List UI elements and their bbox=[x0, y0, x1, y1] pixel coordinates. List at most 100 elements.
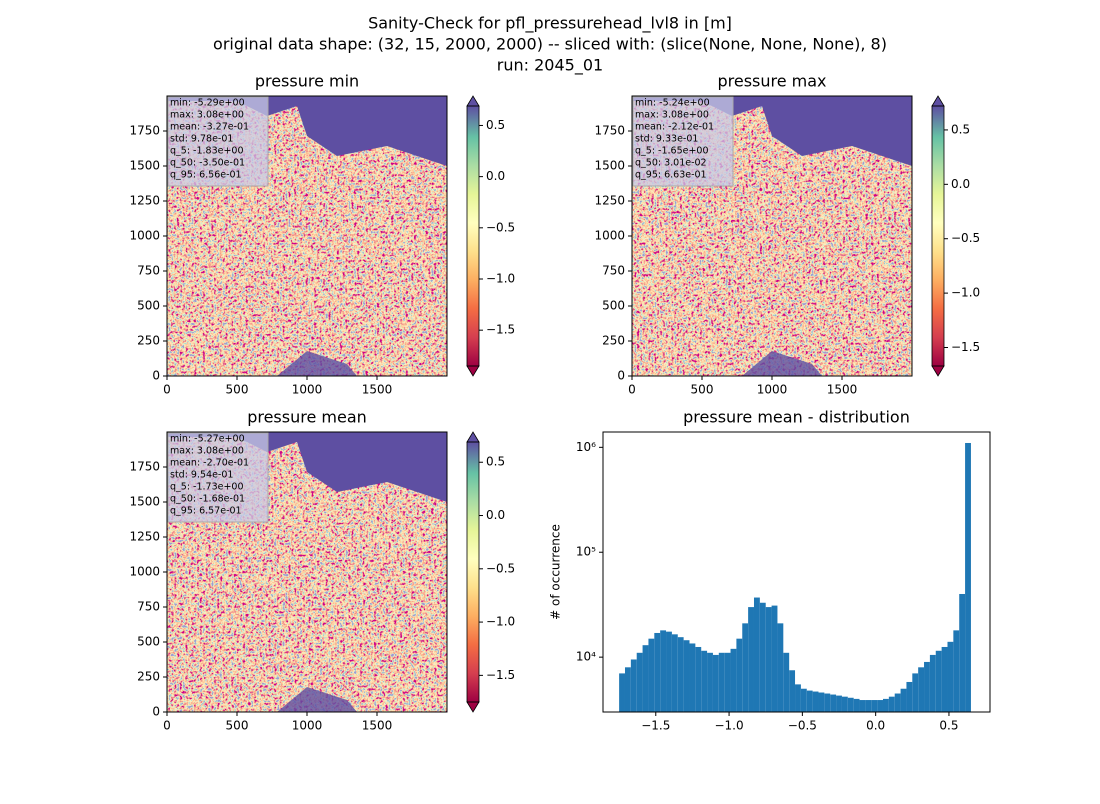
histogram-bar bbox=[859, 700, 866, 712]
x-tick-label: 0.0 bbox=[866, 719, 885, 733]
y-tick-label: 1750 bbox=[129, 460, 160, 474]
histogram-bar bbox=[836, 695, 842, 712]
y-tick-label: 500 bbox=[602, 299, 625, 313]
histogram-bar bbox=[695, 646, 702, 712]
histogram-bar bbox=[707, 652, 713, 712]
axes-frame bbox=[602, 431, 991, 713]
sea bbox=[167, 432, 447, 502]
stats-line: q_50: -3.50e-01 bbox=[170, 158, 245, 169]
x-tick-label: 1500 bbox=[827, 383, 858, 397]
y-tick-label: 0 bbox=[152, 369, 160, 383]
y-tick-label: 1250 bbox=[594, 194, 625, 208]
y-tick-label: 250 bbox=[602, 334, 625, 348]
stats-box bbox=[167, 96, 269, 187]
histogram-bar bbox=[912, 673, 919, 712]
histogram-bar bbox=[853, 698, 860, 712]
histogram-bar bbox=[771, 605, 778, 712]
axes-title: pressure mean - distribution bbox=[683, 408, 910, 427]
histogram-bar bbox=[935, 650, 942, 712]
colorbar-extend bbox=[466, 701, 480, 713]
colorbar-tick-label: −1.0 bbox=[951, 286, 980, 300]
histogram-bar bbox=[800, 688, 807, 712]
figure-subtitle: original data shape: (32, 15, 2000, 2000… bbox=[213, 35, 887, 54]
y-tick-label: 0 bbox=[617, 369, 625, 383]
histogram-bar bbox=[818, 692, 825, 712]
colorbar-tick-label: −1.5 bbox=[951, 340, 980, 354]
histogram-bar bbox=[906, 681, 913, 712]
x-tick-label: 1000 bbox=[757, 383, 788, 397]
sea bbox=[742, 351, 822, 376]
colorbar-tick-label: 0.5 bbox=[486, 118, 505, 132]
histogram-bar bbox=[812, 691, 819, 712]
colorbar-frame bbox=[466, 105, 480, 367]
colorbar-tick-label: −1.5 bbox=[486, 323, 515, 337]
colorbar-extend bbox=[466, 95, 480, 107]
x-tick-label: −1.0 bbox=[714, 719, 743, 733]
histogram-bar bbox=[888, 696, 895, 712]
y-tick-label: 1250 bbox=[129, 530, 160, 544]
stats-line: q_95: 6.63e-01 bbox=[635, 170, 707, 181]
histogram-bar bbox=[736, 638, 743, 712]
y-tick-label: 10⁵ bbox=[576, 545, 596, 559]
sea bbox=[277, 351, 357, 376]
stats-line: q_5: -1.73e+00 bbox=[170, 482, 244, 493]
y-tick-label: 1500 bbox=[129, 159, 160, 173]
stats-line: std: 9.54e-01 bbox=[170, 470, 233, 481]
stats-line: q_5: -1.65e+00 bbox=[635, 146, 709, 157]
histogram-bar bbox=[718, 652, 725, 712]
colorbar-tick-label: −1.5 bbox=[486, 668, 515, 682]
histogram-bar bbox=[677, 637, 684, 712]
stats-line: mean: -3.27e-01 bbox=[170, 122, 249, 133]
histogram-bar bbox=[953, 630, 960, 712]
y-tick-label: 750 bbox=[137, 264, 160, 278]
histogram-bar bbox=[730, 648, 737, 712]
histogram-bar bbox=[765, 607, 772, 712]
colorbar-tick-label: 0.5 bbox=[486, 455, 505, 469]
stats-line: min: -5.24e+00 bbox=[635, 98, 710, 109]
histogram-bar bbox=[900, 688, 907, 712]
colorbar bbox=[467, 106, 479, 366]
x-tick-label: 1500 bbox=[362, 719, 393, 733]
histogram-bar bbox=[753, 597, 760, 712]
x-tick-label: 0 bbox=[163, 383, 171, 397]
histogram-bar bbox=[965, 442, 971, 712]
histogram-bar bbox=[959, 593, 966, 712]
histogram-bar bbox=[871, 700, 878, 712]
histogram-bar bbox=[742, 623, 749, 712]
colorbar-tick-label: −0.5 bbox=[486, 220, 515, 234]
y-tick-label: 250 bbox=[137, 334, 160, 348]
histogram-bar bbox=[877, 700, 883, 712]
stats-line: mean: -2.70e-01 bbox=[170, 458, 249, 469]
stats-line: max: 3.08e+00 bbox=[170, 110, 244, 121]
histogram-bar bbox=[701, 650, 708, 712]
y-tick-label: 10⁶ bbox=[576, 440, 596, 454]
histogram-bar bbox=[712, 654, 719, 712]
colorbar-tick-label: −0.5 bbox=[951, 231, 980, 245]
histogram-bar bbox=[759, 602, 766, 712]
y-tick-label: 1750 bbox=[594, 124, 625, 138]
sea bbox=[167, 96, 447, 166]
histogram-bar bbox=[630, 659, 637, 712]
y-tick-label: 10⁴ bbox=[576, 650, 596, 664]
colorbar-extend bbox=[931, 365, 945, 377]
stats-line: q_5: -1.83e+00 bbox=[170, 146, 244, 157]
colorbar bbox=[467, 442, 479, 702]
histogram-bar bbox=[789, 670, 796, 712]
histogram-bar bbox=[841, 696, 848, 712]
x-tick-label: 0 bbox=[163, 719, 171, 733]
y-tick-label: 0 bbox=[152, 705, 160, 719]
stats-line: q_95: 6.57e-01 bbox=[170, 506, 242, 517]
y-tick-label: 1500 bbox=[129, 495, 160, 509]
x-tick-label: 0 bbox=[628, 383, 636, 397]
stats-line: max: 3.08e+00 bbox=[635, 110, 709, 121]
y-tick-label: 250 bbox=[137, 670, 160, 684]
histogram-bar bbox=[777, 623, 784, 712]
histogram-bar bbox=[941, 646, 948, 712]
sea bbox=[277, 687, 357, 712]
colorbar-extend bbox=[466, 365, 480, 377]
histogram-bar bbox=[636, 652, 643, 712]
x-tick-label: 1500 bbox=[362, 383, 393, 397]
histogram-bar bbox=[882, 698, 889, 712]
y-tick-label: 500 bbox=[137, 299, 160, 313]
figure-subtitle: run: 2045_01 bbox=[497, 56, 603, 76]
